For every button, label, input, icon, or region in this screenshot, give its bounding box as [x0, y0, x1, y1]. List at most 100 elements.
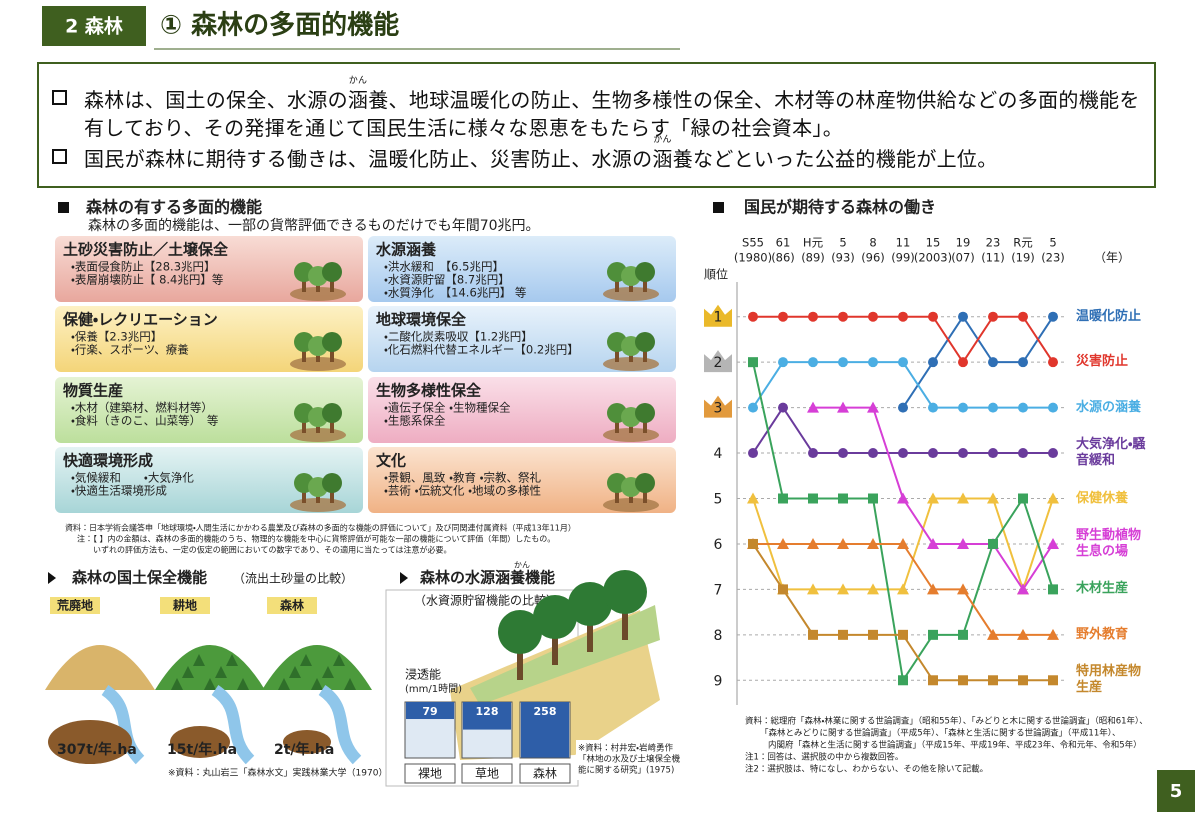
tree-trunk — [330, 278, 334, 292]
erosion-label: 森林 — [280, 598, 304, 613]
marker — [957, 583, 969, 595]
marker — [928, 357, 938, 368]
category-label: 草地 — [475, 767, 499, 781]
tree-crown — [322, 262, 342, 282]
x-tick-label: 8 — [869, 236, 876, 250]
marker — [867, 583, 879, 595]
page-number: 5 — [1170, 781, 1183, 802]
marker — [988, 675, 998, 686]
x-tick-sublabel: (93) — [831, 251, 855, 265]
marker — [1048, 357, 1058, 368]
y-tick-label: 3 — [714, 401, 723, 417]
marker — [928, 311, 938, 322]
legend-label: 災害防止 — [1076, 354, 1129, 370]
x-unit: （年） — [1094, 251, 1130, 265]
section-heading: 森林の有する多面的機能 — [86, 198, 262, 217]
marker — [957, 537, 969, 549]
category-label: 森林 — [533, 766, 557, 781]
marker — [1018, 402, 1028, 413]
tree-trunk — [643, 489, 647, 503]
marker — [778, 402, 788, 413]
marker — [1048, 675, 1058, 686]
marker — [988, 402, 998, 413]
erosion-heading: 森林の国土保全機能 — [72, 569, 207, 587]
chart-note: 注1：回答は、選択肢の中から複数回答。 — [745, 752, 903, 763]
marker — [868, 357, 878, 368]
tree — [300, 654, 312, 666]
marker — [808, 629, 818, 640]
ruby-text: かん — [348, 76, 368, 86]
function-line: ・行楽、スポーツ、療養 — [71, 343, 189, 357]
x-tick-label: R元 — [1013, 236, 1033, 250]
marker — [838, 448, 848, 459]
tree-trunk — [302, 489, 306, 503]
marker — [1017, 628, 1029, 640]
water-source: 「林地の水及び土壌保全機 — [578, 754, 681, 765]
marker — [958, 357, 968, 368]
erosion-tag — [160, 597, 210, 614]
tree — [193, 654, 205, 666]
page-number-box — [1157, 770, 1195, 812]
erosion-tag — [267, 597, 317, 614]
series-line — [752, 405, 1053, 455]
runoff — [101, 685, 145, 765]
source-bg — [576, 740, 672, 780]
ruby-word: 涵かん — [652, 135, 672, 172]
tree-trunk — [552, 625, 558, 665]
marker — [838, 629, 848, 640]
marker — [898, 675, 908, 686]
summary-line: 国民が森林に期待する働きは、温暖化防止、災害防止、水源の涵 かん 養などといった公益… — [52, 135, 998, 172]
marker — [1018, 448, 1028, 459]
marker — [748, 311, 758, 322]
marker — [958, 402, 968, 413]
legend-label: 特用林産物生産 — [1076, 664, 1142, 696]
marker — [837, 583, 849, 595]
tree — [344, 678, 356, 690]
marker — [1048, 402, 1058, 413]
tree-trunk — [615, 419, 619, 433]
x-tick-label: 5 — [839, 236, 846, 250]
chart-note: 「森林とみどりに関する世論調査」（平成5年）、「森林と生活に関する世論調査」（平… — [760, 728, 1120, 739]
retention-value: 258 — [534, 705, 557, 718]
function-box — [368, 447, 676, 513]
function-line: ・洪水緩和 【6.5兆円】 — [384, 260, 504, 274]
function-title: 快適環境形成 — [63, 452, 153, 470]
tree-crown — [635, 262, 655, 282]
tree-trunk — [587, 612, 593, 652]
x-tick-label: 15 — [926, 236, 941, 250]
marker — [748, 357, 758, 368]
chart-title: 国民が期待する森林の働き — [744, 198, 936, 217]
tree-crown — [322, 332, 342, 352]
x-tick-label: 23 — [986, 236, 1001, 250]
function-title: 生物多様性保全 — [376, 382, 481, 400]
marker — [928, 402, 938, 413]
legend-label: 大気浄化・騒音緩和 — [1076, 437, 1146, 469]
function-line: ・遺伝子保全 ・生物種保全 — [384, 401, 511, 415]
ruby-base: 涵 — [347, 88, 369, 112]
marker — [868, 448, 878, 459]
marker — [1047, 492, 1059, 504]
marker — [1048, 584, 1058, 595]
tree — [204, 678, 216, 690]
function-line: ・水資源貯留【8.7兆円】 — [384, 273, 510, 287]
x-tick-label: S55 — [742, 236, 764, 250]
marker — [927, 492, 939, 504]
legend-label: 野外教育 — [1076, 626, 1129, 642]
tree — [171, 678, 183, 690]
tree-trunk — [643, 419, 647, 433]
marker — [988, 311, 998, 322]
y-axis-label: 順位 — [704, 268, 728, 282]
section-label: 2 森林 — [65, 15, 123, 38]
marker — [1047, 628, 1059, 640]
marker — [868, 311, 878, 322]
marker — [748, 402, 758, 413]
note: 注：【 】内の金額は、森林の多面的機能のうち、物理的な機能を中心に貨幣評価が可能… — [77, 534, 555, 544]
tree-crown — [635, 403, 655, 423]
function-box — [368, 377, 676, 443]
function-line: ・景観、風致 ・教育 ・宗教、祭礼 — [384, 471, 542, 485]
tree — [333, 654, 345, 666]
marker — [958, 448, 968, 459]
crown — [704, 395, 732, 418]
sediment — [48, 720, 132, 764]
chart-note: 注2：選択肢は、特になし、わからない、その他を除いて記載。 — [745, 764, 988, 775]
